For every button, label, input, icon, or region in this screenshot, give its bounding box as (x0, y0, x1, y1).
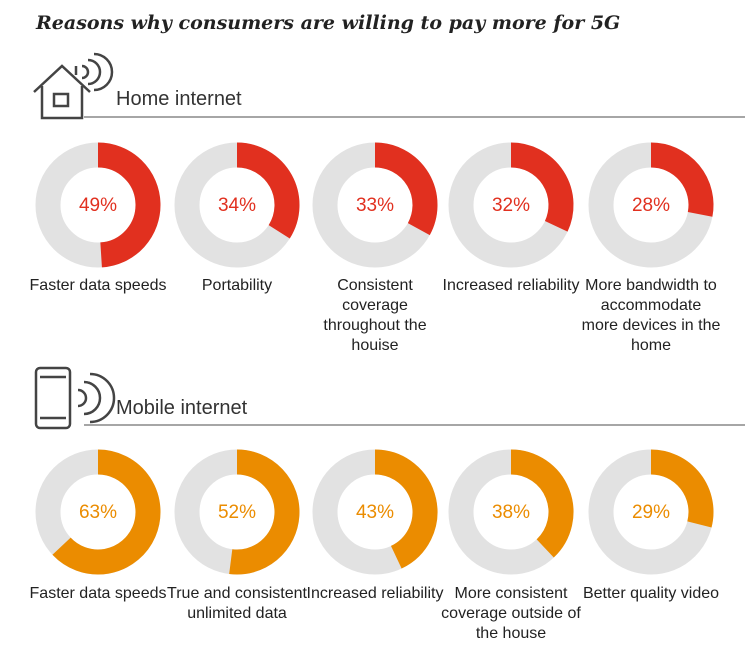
value-label: 33% (356, 195, 394, 216)
category-label: True and consistent unlimited data (167, 585, 307, 622)
phone-icon (34, 366, 116, 430)
donut-arc (374, 449, 438, 569)
value-label: 52% (218, 502, 256, 523)
value-label: 49% (79, 195, 117, 216)
value-label: 34% (218, 195, 256, 216)
donut-arc (650, 449, 714, 528)
category-label: More bandwidth to accommodate more devic… (581, 277, 721, 354)
donut-arc (229, 449, 300, 575)
donut-arc (510, 142, 574, 232)
category-label: Faster data speeds (29, 585, 167, 602)
donut-arc (97, 142, 161, 268)
category-label: Increased reliability (306, 585, 444, 602)
section-heading: Home internet (116, 88, 242, 110)
category-label: More consistent coverage outside of the … (441, 585, 581, 642)
value-label: 29% (632, 502, 670, 523)
page-title: Reasons why consumers are willing to pay… (36, 12, 621, 34)
house-icon (33, 52, 114, 120)
category-label: Consistent coverage throughout the houis… (323, 277, 427, 354)
value-label: 28% (632, 195, 670, 216)
donut-arc (52, 449, 161, 575)
donut-arc (374, 142, 438, 236)
value-label: 63% (79, 502, 117, 523)
category-label: Portability (201, 277, 273, 294)
donut-arc (510, 449, 574, 558)
category-label: Increased reliability (442, 277, 580, 294)
value-label: 38% (492, 502, 530, 523)
category-label: Better quality video (582, 585, 720, 602)
value-label: 43% (356, 502, 394, 523)
donut-arc (650, 142, 714, 217)
category-label: Faster data speeds (29, 277, 167, 294)
section-heading: Mobile internet (116, 397, 248, 419)
donut-arc (236, 142, 300, 239)
value-label: 32% (492, 195, 530, 216)
